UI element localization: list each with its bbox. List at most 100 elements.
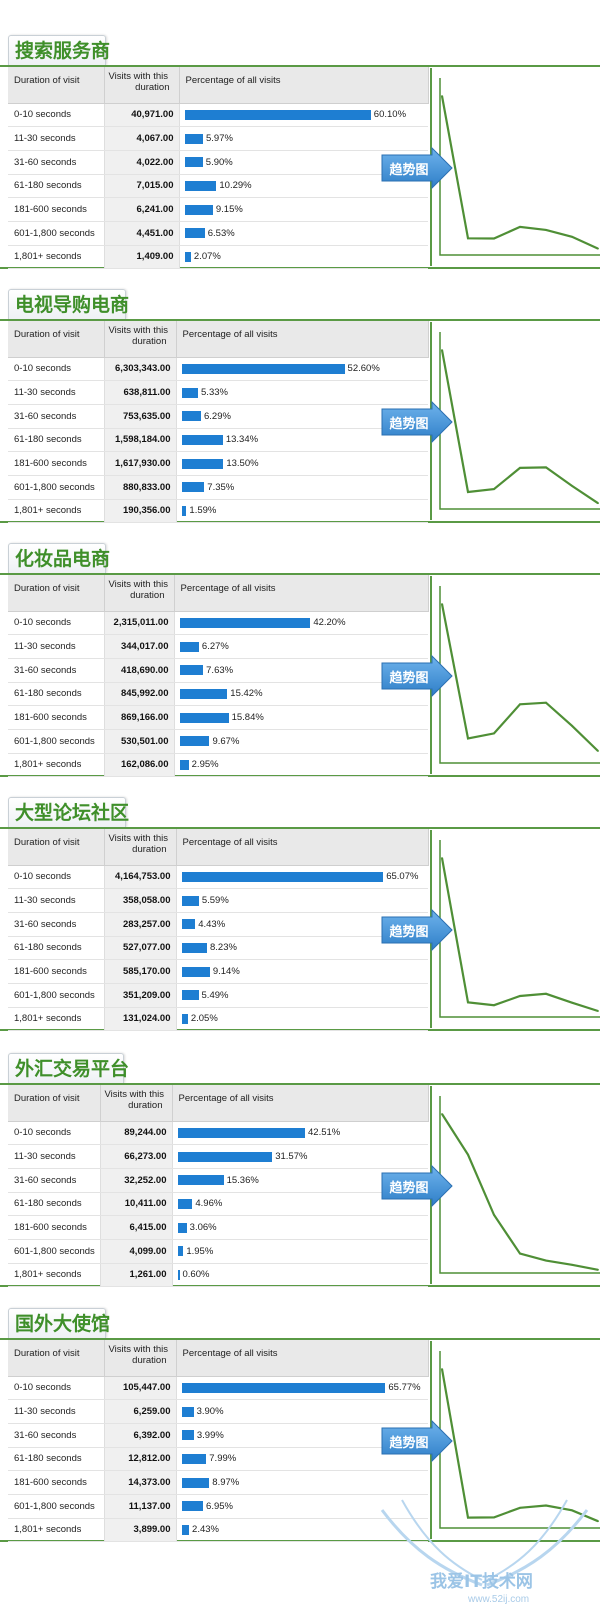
- visits-cell: 351,209.00: [103, 983, 177, 1008]
- duration-cell: 61-180 seconds: [8, 428, 104, 453]
- percentage-bar: [181, 871, 384, 882]
- visits-cell: 4,022.00: [103, 150, 180, 175]
- percentage-label: 3.90%: [196, 1406, 224, 1418]
- visits-cell: 344,017.00: [103, 634, 175, 659]
- percentage-label: 1.59%: [189, 505, 217, 517]
- percentage-cell: 3.90%: [176, 1399, 428, 1424]
- header-row: Duration of visit Visits with this duratio…: [8, 67, 429, 104]
- visits-cell: 7,015.00: [103, 174, 180, 199]
- table-row: 1,801+ seconds 162,086.00 2.95%: [8, 753, 428, 778]
- trend-arrow-icon: [381, 147, 453, 189]
- percentage-cell: 42.20%: [174, 611, 428, 636]
- table-row: 31-60 seconds 4,022.00 5.90%: [8, 150, 428, 175]
- table-row: 31-60 seconds 6,392.00 3.99%: [8, 1423, 428, 1448]
- percentage-bar: [181, 895, 199, 906]
- percentage-bar: [184, 251, 191, 262]
- trend-point: [493, 488, 495, 490]
- percentage-cell: 2.05%: [176, 1007, 428, 1032]
- trend-axis: [439, 840, 600, 1018]
- table-row: 0-10 seconds 4,164,753.00 65.07%: [8, 865, 428, 890]
- percentage-bar: [184, 109, 371, 120]
- visits-cell: 880,833.00: [103, 475, 177, 500]
- percentage-label: 15.36%: [226, 1174, 259, 1186]
- table-row: 11-30 seconds 66,273.00 31.57%: [8, 1144, 428, 1169]
- trend-arrow-label: 趋势图: [389, 671, 429, 686]
- visits-cell: 190,356.00: [103, 499, 177, 524]
- trend-point: [545, 1259, 547, 1262]
- duration-cell: 181-600 seconds: [8, 1215, 100, 1240]
- percentage-cell: 65.77%: [176, 1376, 428, 1401]
- visits-cell: 4,067.00: [103, 126, 180, 151]
- percentage-label: 7.99%: [209, 1453, 237, 1465]
- percentage-bar: [181, 942, 207, 953]
- percentage-bar: [181, 1382, 386, 1393]
- percentage-cell: 15.84%: [174, 705, 428, 730]
- table-row: 31-60 seconds 283,257.00 4.43%: [8, 912, 428, 937]
- trend-point: [545, 466, 547, 469]
- trend-line: [440, 857, 599, 1013]
- trend-point: [571, 485, 573, 487]
- header-duration: Duration of visit: [8, 1085, 101, 1122]
- percentage-label: 8.97%: [212, 1477, 240, 1489]
- trend-point: [571, 1263, 573, 1266]
- trend-point: [597, 1010, 599, 1012]
- bar-wrap: 65.07%: [181, 871, 423, 883]
- visits-cell: 418,690.00: [103, 658, 175, 683]
- trend-point: [571, 1001, 573, 1004]
- visits-cell: 40,971.00: [103, 103, 180, 128]
- duration-table: Duration of visit Visits with this duratio…: [8, 829, 429, 1032]
- bar-wrap: 1.95%: [177, 1245, 423, 1257]
- percentage-bar: [184, 180, 217, 191]
- duration-table: Duration of visit Visits with this duratio…: [8, 67, 429, 270]
- visits-cell: 2,315,011.00: [103, 611, 175, 636]
- duration-cell: 11-30 seconds: [8, 1399, 104, 1424]
- percentage-label: 5.97%: [206, 133, 233, 145]
- duration-cell: 181-600 seconds: [8, 197, 104, 222]
- header-visits: Visits with this duration: [104, 575, 175, 612]
- bar-wrap: 9.14%: [181, 966, 423, 978]
- bar-wrap: 13.50%: [181, 458, 423, 470]
- visits-cell: 14,373.00: [103, 1470, 177, 1495]
- table-row: 0-10 seconds 2,315,011.00 42.20%: [8, 611, 428, 636]
- visits-cell: 1,617,930.00: [103, 451, 177, 476]
- trend-point: [571, 724, 573, 727]
- trend-point: [597, 750, 599, 752]
- percentage-label: 3.99%: [196, 1429, 224, 1441]
- visits-cell: 89,244.00: [99, 1121, 173, 1146]
- duration-cell: 61-180 seconds: [8, 936, 104, 961]
- trend-point: [493, 1214, 495, 1216]
- percentage-label: 4.43%: [198, 918, 226, 930]
- trend-line: [440, 603, 599, 752]
- table-row: 61-180 seconds 527,077.00 8.23%: [8, 936, 428, 961]
- header-visits-line2: duration: [128, 1100, 163, 1111]
- percentage-label: 31.57%: [275, 1151, 308, 1163]
- header-visits: Visits with this duration: [100, 1085, 173, 1122]
- bar-wrap: 2.95%: [179, 759, 423, 771]
- table-row: 181-600 seconds 869,166.00 15.84%: [8, 705, 428, 730]
- table-row: 31-60 seconds 32,252.00 15.36%: [8, 1168, 428, 1193]
- watermark-text: 我爱IT技术网: [430, 1572, 533, 1592]
- duration-cell: 11-30 seconds: [8, 1144, 100, 1169]
- percentage-cell: 9.15%: [179, 197, 428, 222]
- bar-wrap: 52.60%: [181, 363, 423, 375]
- bar-wrap: 8.97%: [181, 1477, 423, 1489]
- header-percentage: Percentage of all visits: [174, 575, 429, 612]
- header-visits-line2: duration: [130, 590, 165, 601]
- visits-cell: 1,409.00: [103, 245, 180, 270]
- visits-cell: 869,166.00: [103, 705, 175, 730]
- duration-table: Duration of visit Visits with this duratio…: [8, 321, 429, 524]
- header-visits-line2: duration: [135, 82, 170, 93]
- header-visits-line1: Visits with this: [108, 833, 168, 844]
- header-visits-line2: duration: [132, 336, 167, 347]
- percentage-label: 5.90%: [205, 156, 233, 168]
- duration-cell: 1,801+ seconds: [8, 1518, 104, 1543]
- trend-point: [493, 237, 495, 240]
- percentage-cell: 9.14%: [176, 959, 428, 984]
- duration-cell: 0-10 seconds: [8, 103, 104, 128]
- percentage-label: 65.07%: [386, 871, 419, 883]
- trend-point: [545, 992, 547, 995]
- trend-arrow-label: 趋势图: [389, 163, 429, 178]
- table-row: 11-30 seconds 6,259.00 3.90%: [8, 1399, 428, 1424]
- duration-cell: 181-600 seconds: [8, 1470, 104, 1495]
- duration-cell: 61-180 seconds: [8, 174, 104, 199]
